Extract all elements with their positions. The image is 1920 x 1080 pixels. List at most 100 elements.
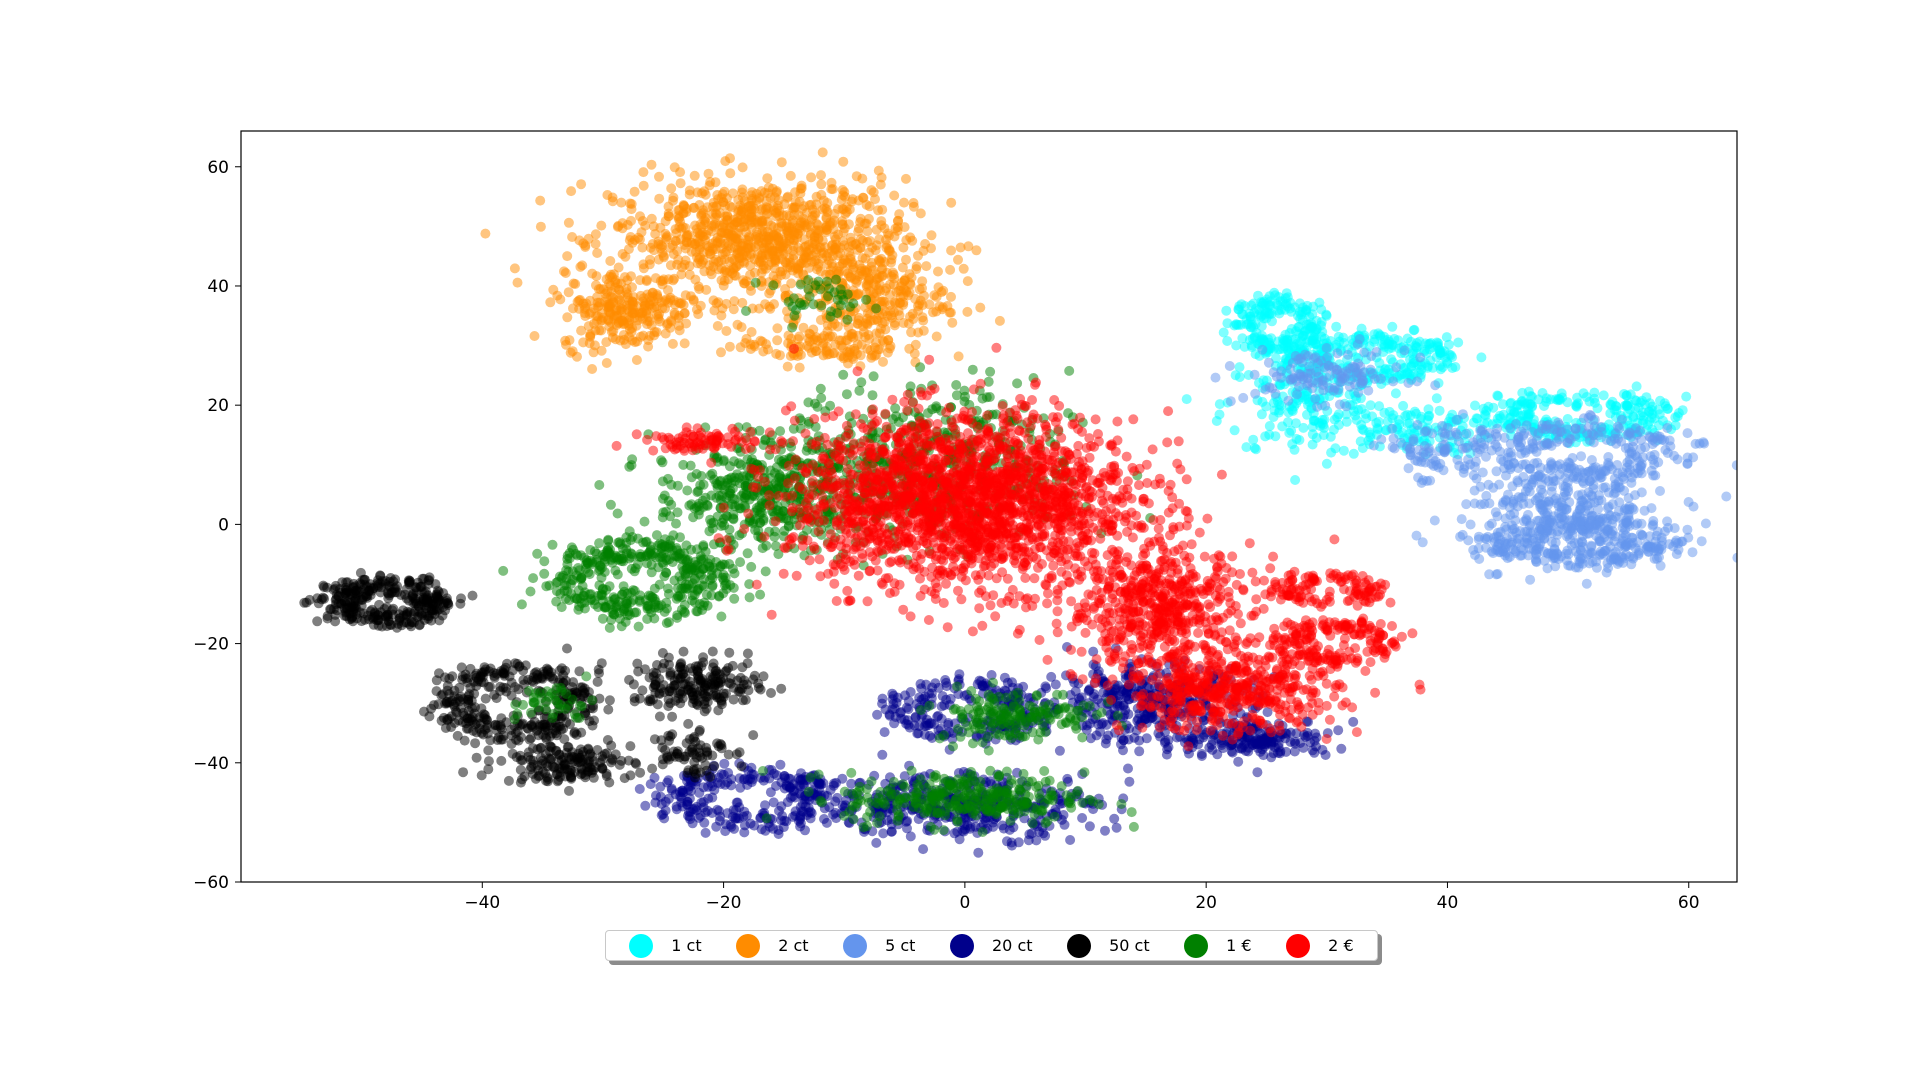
data-point [629,186,640,197]
data-point [1482,531,1493,542]
data-point [1268,737,1279,748]
data-point [720,156,731,167]
data-point [1612,421,1623,432]
data-point [1505,423,1516,434]
data-point [739,820,750,831]
data-point [842,352,853,363]
data-point [736,322,747,333]
data-point [871,837,882,848]
data-point [1646,503,1657,514]
data-point [1252,767,1263,778]
data-point [663,274,674,285]
data-point [860,332,871,342]
data-point [901,254,911,265]
data-point [757,336,768,347]
data-point [1263,357,1274,368]
data-point [1355,361,1366,372]
data-point [1648,519,1659,530]
data-point [1636,518,1647,529]
data-point [772,323,783,334]
data-point [1403,378,1414,388]
data-point [1309,747,1320,758]
data-point [799,234,810,245]
data-point [784,211,795,222]
data-point [889,320,900,331]
data-point [921,261,932,272]
data-point [821,213,832,224]
series-5-ct [1210,334,1737,589]
data-point [947,317,958,328]
data-point [1635,529,1646,540]
data-point [1118,735,1129,746]
data-point [638,263,649,274]
data-point [1484,569,1495,580]
data-point [529,331,540,341]
data-point [1630,423,1641,434]
data-point [1721,491,1732,502]
data-point [1331,321,1342,332]
data-point [1295,313,1306,324]
data-point [710,177,721,188]
data-point [610,334,621,345]
data-point [1681,391,1692,402]
data-point [899,197,909,208]
data-point [802,247,813,258]
data-point [1534,469,1545,480]
data-point [1229,425,1240,436]
data-point [1517,387,1528,398]
data-point [662,231,672,242]
data-point [1698,437,1709,448]
data-point [1393,335,1403,346]
data-point [905,687,916,697]
data-point [1412,420,1423,430]
data-point [1054,745,1065,756]
data-point [1092,694,1103,705]
data-point [1492,527,1503,538]
data-point [821,251,832,262]
data-point [1683,497,1694,507]
data-point [1430,456,1441,466]
data-point [636,227,647,238]
data-point [878,356,888,367]
data-point [873,205,884,216]
data-point [1141,733,1152,744]
data-point [679,201,690,211]
data-point [857,235,868,246]
data-point [1256,409,1267,420]
data-point [1416,456,1427,467]
data-point [914,284,925,295]
data-point [1501,524,1512,535]
data-point [862,226,873,237]
data-point [730,233,741,244]
data-point [1276,400,1287,411]
data-point [1562,437,1573,448]
data-point [685,291,696,302]
data-point [746,217,757,228]
data-point [1358,376,1369,387]
data-point [1647,434,1658,445]
data-point [1236,319,1247,330]
data-point [1361,413,1372,424]
data-point [1587,464,1598,475]
data-point [1656,434,1667,445]
data-point [1290,418,1301,429]
data-point [719,186,730,197]
data-point [1700,518,1711,529]
data-point [1450,362,1461,372]
data-point [1004,824,1015,835]
data-point [1403,463,1414,474]
data-point [1601,567,1612,578]
data-point [1496,454,1506,465]
data-point [563,217,574,228]
data-point [1459,464,1469,475]
data-point [1341,416,1352,427]
data-point [597,315,607,325]
data-point [1576,502,1587,513]
data-point [872,273,883,284]
data-point [1363,385,1374,396]
data-point [1662,403,1673,414]
data-point [787,245,798,256]
data-point [1595,536,1606,547]
data-point [918,844,929,855]
